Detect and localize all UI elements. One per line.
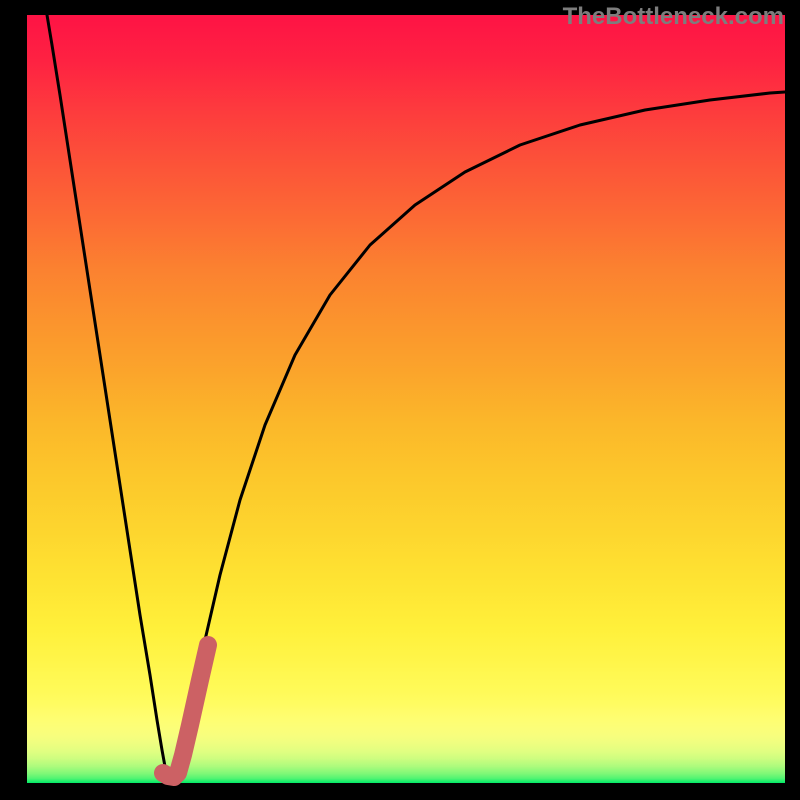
watermark-text: TheBottleneck.com — [563, 3, 784, 31]
chart-container: TheBottleneck.com — [0, 0, 800, 800]
bottleneck-gradient-plot — [27, 15, 785, 783]
